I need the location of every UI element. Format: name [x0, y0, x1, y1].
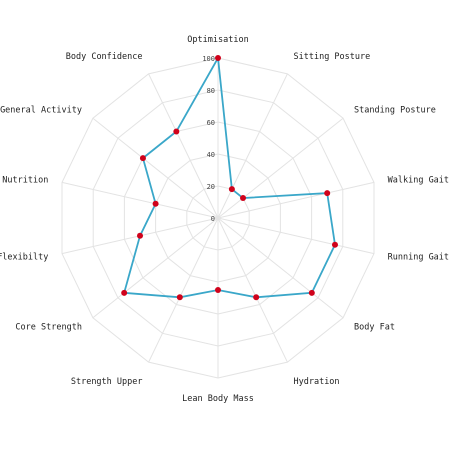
data-point — [139, 155, 146, 162]
grid-spoke — [217, 217, 288, 363]
tick-label: 20 — [207, 183, 215, 191]
grid-spoke — [92, 217, 219, 319]
data-point — [215, 55, 221, 61]
data-point — [152, 200, 159, 207]
tick-layer: 0 20 40 60 80 100 — [202, 55, 215, 223]
grid-spoke — [148, 217, 219, 363]
grid-spoke — [61, 181, 219, 219]
axis-label: Body Fat — [354, 322, 395, 332]
axis-label: Lean Body Mass — [182, 394, 254, 404]
grid-spoke — [217, 73, 288, 219]
axis-label: Core Strength — [15, 322, 82, 332]
axis-label: Optimisation — [187, 35, 248, 45]
data-point — [176, 294, 183, 301]
tick-label: 100 — [202, 55, 215, 63]
axis-label: Running Gait — [388, 253, 449, 263]
grid-spoke — [217, 217, 344, 319]
data-point — [137, 232, 144, 239]
axis-label: General Activity — [0, 106, 82, 116]
grid-spoke — [217, 181, 375, 219]
tick-label: 40 — [207, 151, 215, 159]
data-point — [308, 289, 315, 296]
data-point — [121, 289, 128, 296]
axis-label-layer: Optimisation Sitting Posture Standing Post… — [0, 35, 449, 404]
axis-label: Sitting Posture — [293, 52, 370, 62]
data-point — [331, 241, 338, 248]
axis-label: Flexibilty — [0, 253, 48, 263]
series-line — [123, 55, 336, 299]
axis-label: Hydration — [293, 377, 339, 387]
tick-label: 0 — [211, 215, 215, 223]
data-point — [253, 294, 260, 301]
grid-spoke — [92, 117, 219, 219]
tick-label: 80 — [207, 87, 215, 95]
series-layer — [121, 55, 338, 301]
axis-label: Standing Posture — [354, 106, 436, 116]
grid-spoke — [217, 117, 344, 219]
grid-layer — [61, 57, 375, 379]
tick-label: 60 — [207, 119, 215, 127]
grid-spoke — [148, 73, 219, 219]
axis-label: Nutrition — [2, 175, 48, 185]
data-point — [215, 287, 221, 293]
data-point — [324, 190, 331, 197]
data-point — [240, 195, 247, 202]
axis-label: Walking Gait — [388, 175, 449, 185]
data-point — [173, 128, 180, 135]
grid-spoke — [217, 217, 375, 255]
axis-label: Strength Upper — [71, 377, 143, 387]
data-point — [228, 186, 235, 193]
axis-label: Body Confidence — [66, 52, 143, 62]
